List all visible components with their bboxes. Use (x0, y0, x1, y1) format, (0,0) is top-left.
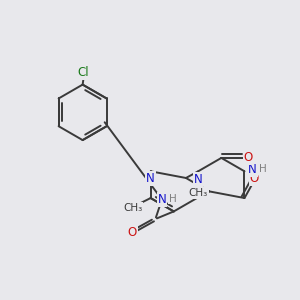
Text: Cl: Cl (78, 66, 89, 79)
Text: H: H (260, 164, 267, 174)
Text: CH₃: CH₃ (188, 188, 208, 198)
Text: N: N (248, 163, 257, 176)
Text: N: N (194, 173, 203, 186)
Text: O: O (128, 226, 137, 239)
Text: N: N (158, 193, 166, 206)
Text: O: O (250, 172, 259, 185)
Text: CH₃: CH₃ (123, 203, 142, 213)
Text: N: N (146, 172, 155, 185)
Text: H: H (169, 194, 177, 203)
Text: O: O (244, 152, 253, 164)
